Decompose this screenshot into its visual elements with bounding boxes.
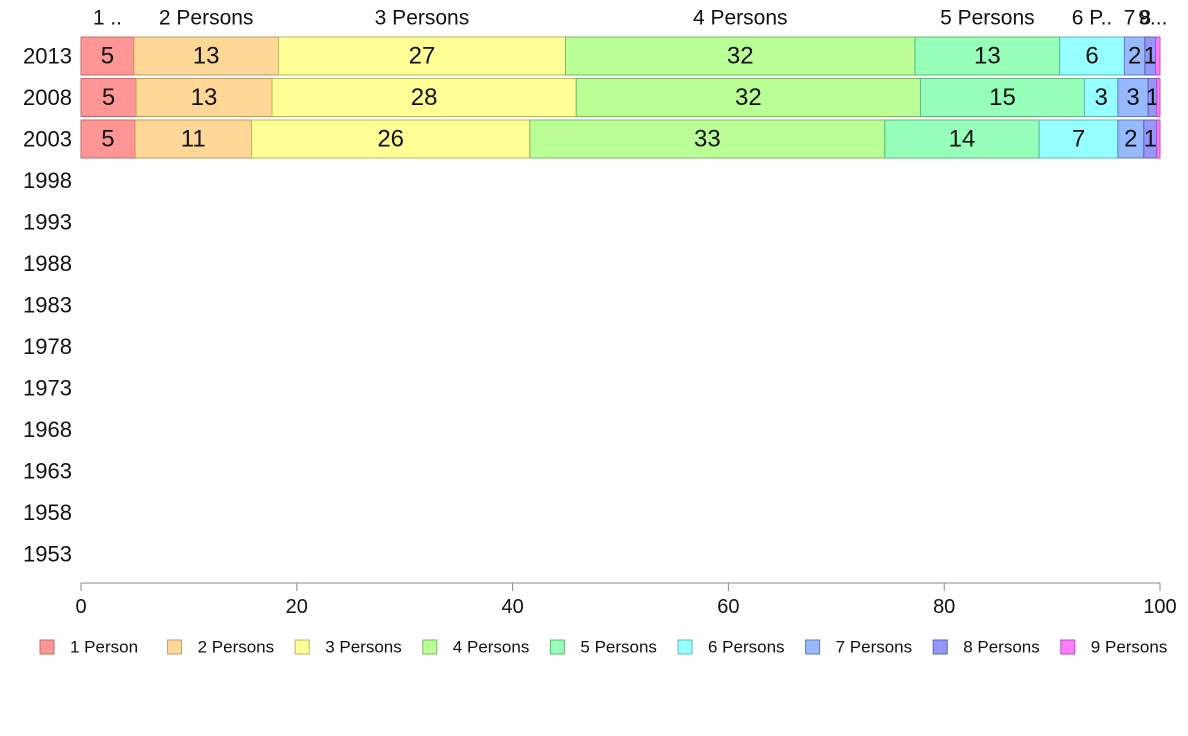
legend-label: 8 Persons xyxy=(963,638,1040,657)
x-tick-label: 40 xyxy=(501,596,523,618)
data-label: 5 xyxy=(101,126,114,153)
y-tick-label: 2003 xyxy=(23,127,72,152)
data-label: 26 xyxy=(377,126,404,153)
y-tick-label: 2008 xyxy=(23,85,72,110)
bars: 5 13 27 32 13 6 2 15 13 28 32 15 3 3 15 11 26 33 14 7 2 1 xyxy=(80,36,1161,159)
bar-segment xyxy=(529,119,886,159)
y-tick-label: 1953 xyxy=(23,542,72,567)
data-label: 32 xyxy=(727,43,754,70)
data-label: 13 xyxy=(974,43,1001,70)
y-tick-label: 1988 xyxy=(23,251,72,276)
legend-label: 4 Persons xyxy=(453,638,530,657)
data-label: 33 xyxy=(694,126,721,153)
legend: 1 Person 2 Persons 3 Persons 4 Persons 5 Per… xyxy=(39,638,1168,657)
data-label: 13 xyxy=(191,84,218,111)
data-label: 2 xyxy=(1128,43,1141,70)
legend-label: 2 Persons xyxy=(198,638,275,657)
x-tick-label: 0 xyxy=(75,596,86,618)
y-tick-label: 1993 xyxy=(23,210,72,235)
top-category-label: 2 Persons xyxy=(159,7,254,30)
data-label: 28 xyxy=(411,84,438,111)
legend-swatch xyxy=(805,639,821,655)
legend-swatch xyxy=(677,639,693,655)
legend-swatch xyxy=(39,639,55,655)
data-label: 11 xyxy=(181,126,206,153)
x-tick-label: 20 xyxy=(286,596,308,618)
data-label: 1 xyxy=(1146,84,1159,111)
legend-swatch xyxy=(422,639,438,655)
bar-segment xyxy=(1117,78,1149,117)
top-category-label: 3 Persons xyxy=(375,7,470,30)
legend-label: 5 Persons xyxy=(580,638,657,657)
bar-segment xyxy=(1117,119,1145,159)
top-category-label: 9... xyxy=(1138,7,1167,30)
bar-segment xyxy=(884,119,1040,159)
bar-segment xyxy=(80,78,137,117)
data-label: 3 xyxy=(1126,84,1139,111)
legend-label: 9 Persons xyxy=(1091,638,1168,657)
y-tick-label: 1973 xyxy=(23,376,72,401)
top-category-label: 7 xyxy=(1124,7,1136,30)
top-category-label: 5 Persons xyxy=(940,7,1035,30)
bar-segment xyxy=(564,36,916,76)
bar-segment xyxy=(271,78,577,117)
data-label: 5 xyxy=(102,84,115,111)
bar-segment xyxy=(1038,119,1119,159)
y-tick-label: 1998 xyxy=(23,168,72,193)
bar-segment xyxy=(1059,36,1125,76)
bar-segment xyxy=(919,78,1085,117)
top-category-label: 4 Persons xyxy=(693,7,788,30)
x-tick-label: 80 xyxy=(933,596,955,618)
bar-segment xyxy=(1155,36,1161,76)
legend-label: 3 Persons xyxy=(325,638,402,657)
y-tick-label: 2013 xyxy=(23,44,72,69)
bar-segment xyxy=(1156,78,1161,117)
legend-swatch xyxy=(1060,639,1076,655)
y-axis: 2013 2008 2003 1998 1993 1988 1983 1978 1973 1968… xyxy=(23,44,72,567)
x-axis: 0 20 40 60 80 100 xyxy=(75,582,1177,618)
x-tick-label: 60 xyxy=(717,596,739,618)
y-tick-label: 1963 xyxy=(23,459,72,484)
y-tick-label: 1968 xyxy=(23,417,72,442)
bar-segment xyxy=(133,36,279,76)
bar-segment xyxy=(1156,119,1161,159)
top-category-labels: 1 .. 2 Persons 3 Persons 4 Persons 5 Persons… xyxy=(93,7,1168,30)
y-tick-label: 1983 xyxy=(23,293,72,318)
data-label: 15 xyxy=(989,84,1016,111)
legend-swatch xyxy=(549,639,565,655)
data-label: 14 xyxy=(949,126,976,153)
x-tick-label: 100 xyxy=(1143,596,1176,618)
bar-segment xyxy=(914,36,1061,76)
data-label: 27 xyxy=(409,43,436,70)
data-label: 13 xyxy=(193,43,220,70)
y-tick-label: 1978 xyxy=(23,334,72,359)
top-category-label: 6 P.. xyxy=(1072,7,1112,30)
data-label: 32 xyxy=(735,84,762,111)
data-label: 2 xyxy=(1124,126,1137,153)
legend-swatch xyxy=(294,639,310,655)
data-label: 1 xyxy=(1144,43,1157,70)
top-category-label: 1 .. xyxy=(93,7,122,30)
legend-swatch xyxy=(932,639,948,655)
top-category-label: 8 xyxy=(1139,7,1151,30)
y-tick-label: 1958 xyxy=(23,500,72,525)
legend-swatch xyxy=(167,639,183,655)
bar-segment xyxy=(80,36,135,76)
data-label: 1 xyxy=(1144,126,1157,153)
data-label: 3 xyxy=(1095,84,1108,111)
legend-label: 1 Person xyxy=(70,638,138,657)
data-label: 5 xyxy=(101,43,114,70)
legend-label: 7 Persons xyxy=(836,638,913,657)
data-label: 7 xyxy=(1072,126,1085,153)
data-label: 6 xyxy=(1085,43,1098,70)
legend-label: 6 Persons xyxy=(708,638,785,657)
